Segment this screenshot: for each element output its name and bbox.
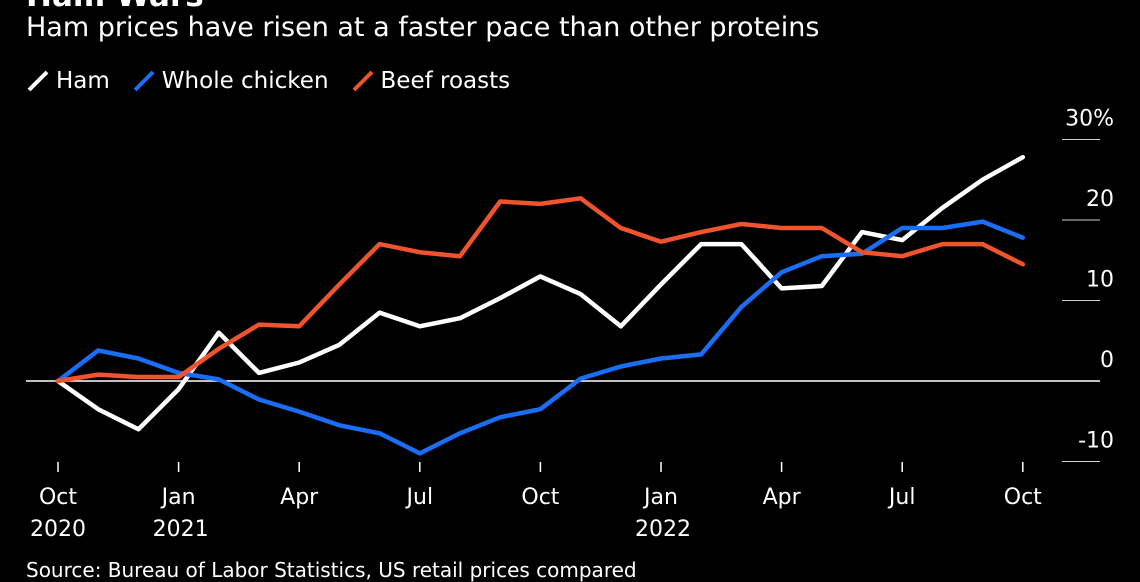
x-tick-label: Jul <box>887 485 916 510</box>
legend-item-beef-roasts: Beef roasts <box>351 68 511 94</box>
legend-swatch-beef-roasts <box>352 70 373 92</box>
x-tick-label: Oct <box>521 485 559 510</box>
legend-swatch-whole-chicken <box>133 70 155 92</box>
x-tick-year-label: 2021 <box>153 517 209 542</box>
y-tick-label: 10 <box>1086 268 1114 293</box>
series-line-ham <box>55 154 1026 432</box>
x-tick-label: Jul <box>405 485 434 510</box>
chart-title: Ham Wars <box>26 0 204 14</box>
legend: Ham Whole chicken Beef roasts <box>26 68 532 94</box>
y-tick-label: 30% <box>1065 107 1114 132</box>
series-line-beef-roasts <box>55 196 1026 384</box>
x-tick-label: Apr <box>763 485 802 510</box>
y-tick-label: 0 <box>1100 348 1114 373</box>
x-tick-label: Jan <box>160 485 196 510</box>
legend-swatch-ham <box>27 70 49 92</box>
legend-label-ham: Ham <box>56 68 110 94</box>
legend-item-ham: Ham <box>26 68 110 94</box>
x-tick-label: Jan <box>642 485 678 510</box>
source-note: Source: Bureau of Labor Statistics, US r… <box>26 558 637 582</box>
line-chart: 30% 20 10 0 -10 Oct 2020 Jan 2021 Apr Jul Oct Jan 202… <box>26 107 1114 542</box>
x-tick-label: Oct <box>39 485 77 510</box>
legend-label-whole-chicken: Whole chicken <box>161 68 329 94</box>
x-tick-label: Apr <box>280 485 319 510</box>
x-tick-year-label: 2022 <box>635 517 691 542</box>
chart-subtitle: Ham prices have risen at a faster pace t… <box>26 12 820 43</box>
y-tick-label: -10 <box>1078 429 1114 454</box>
legend-item-whole-chicken: Whole chicken <box>132 68 329 94</box>
series-line-whole-chicken <box>55 219 1026 456</box>
legend-label-beef-roasts: Beef roasts <box>380 68 511 94</box>
x-tick-year-label: 2020 <box>30 517 86 542</box>
y-tick-label: 20 <box>1086 187 1114 212</box>
x-tick-label: Oct <box>1004 485 1042 510</box>
